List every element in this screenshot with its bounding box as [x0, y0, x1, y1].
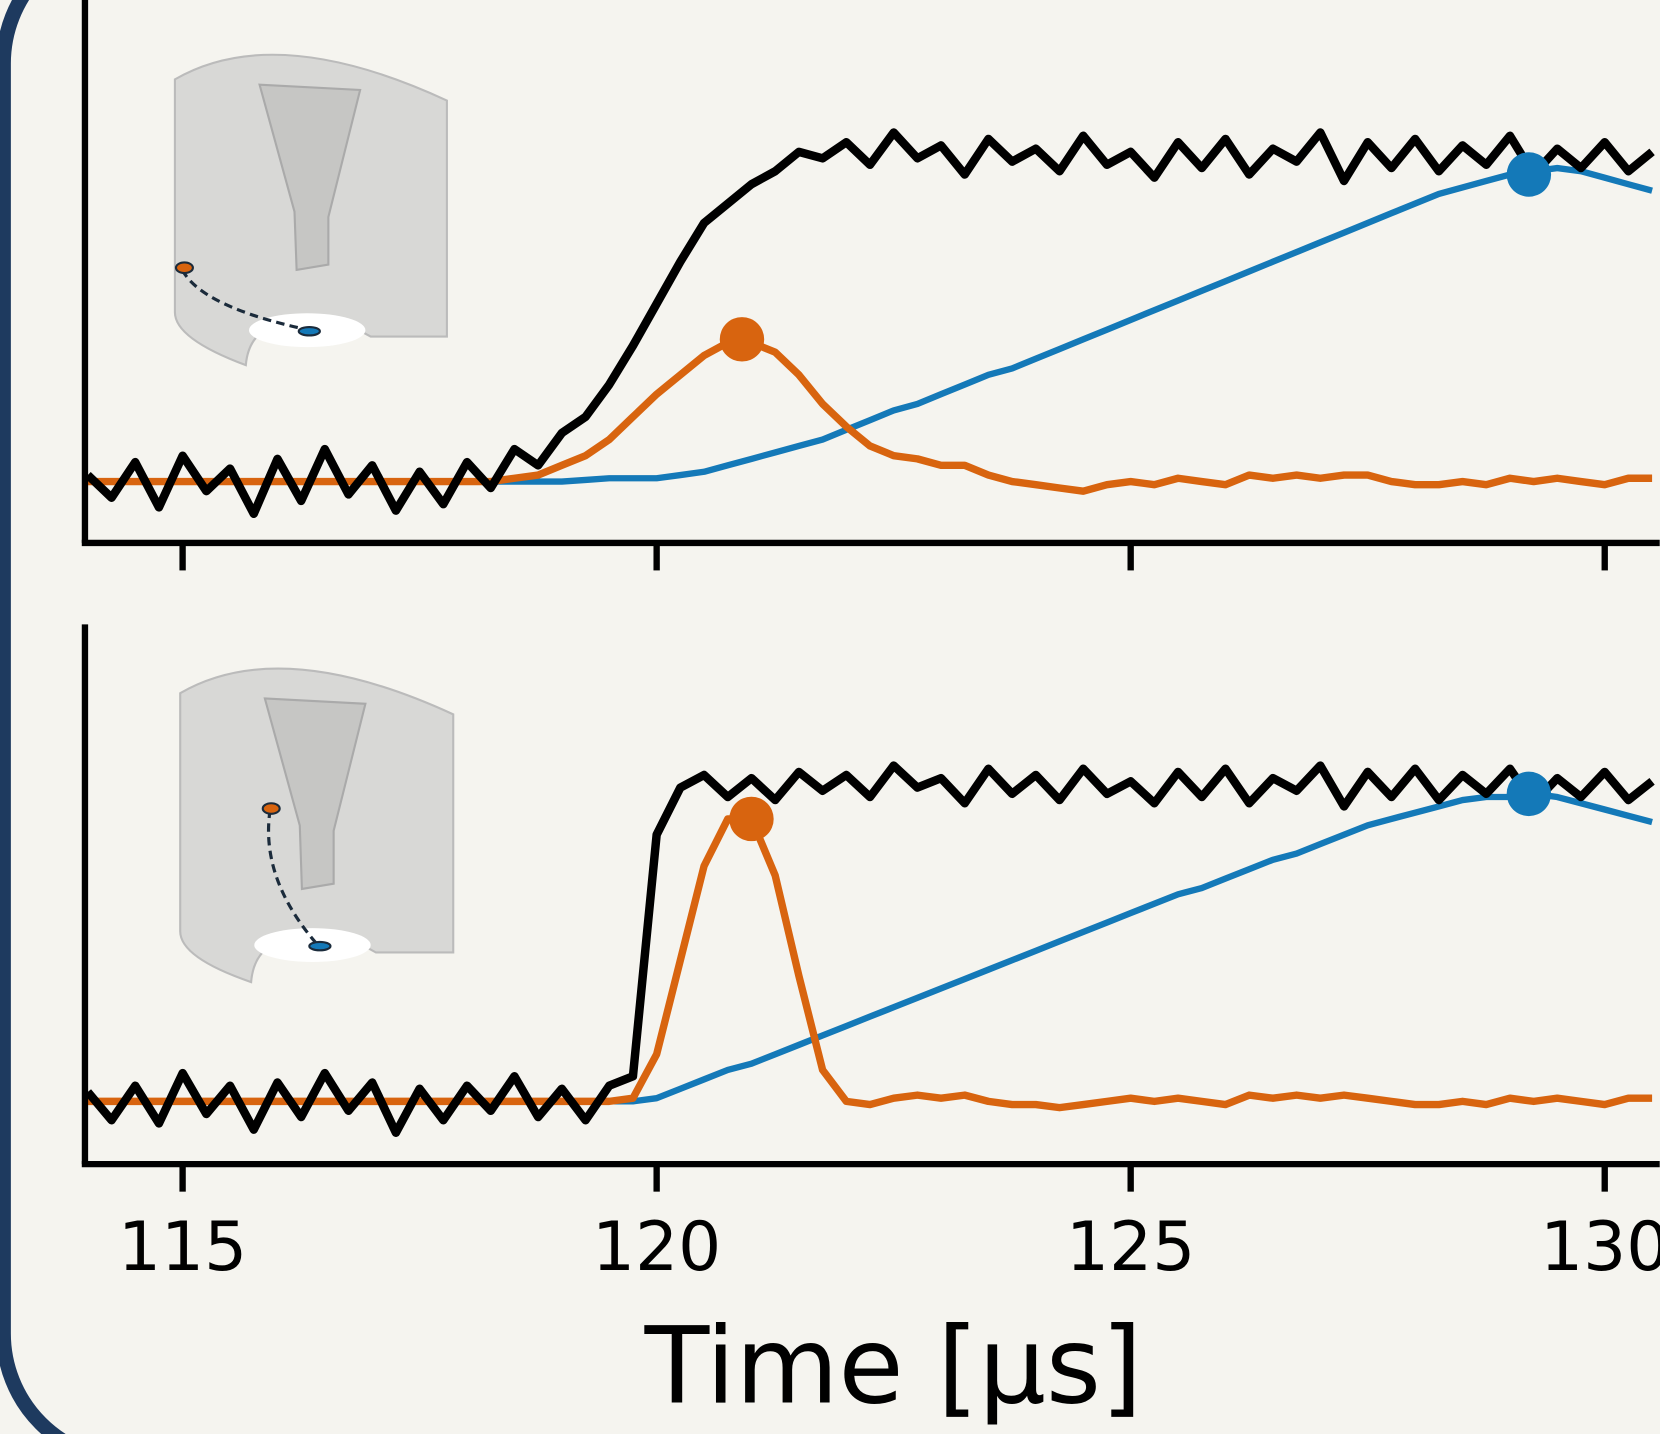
x-axis-label: Time [µs] [644, 1304, 1143, 1427]
x-tick-label: 130 [1540, 1207, 1660, 1286]
marker [1506, 152, 1552, 197]
marker [1506, 771, 1552, 817]
inset-top [173, 53, 448, 367]
data-line [87, 815, 1653, 1112]
data-line [84, 761, 1655, 1137]
x-tick-label: 120 [592, 1207, 721, 1286]
data-line [87, 338, 1653, 495]
data-line [84, 128, 1655, 519]
x-tick-label: 125 [1066, 1207, 1195, 1286]
marker [719, 317, 765, 362]
marker [729, 796, 774, 842]
inset-bottom [179, 667, 455, 984]
x-tick-label: 115 [118, 1207, 247, 1286]
